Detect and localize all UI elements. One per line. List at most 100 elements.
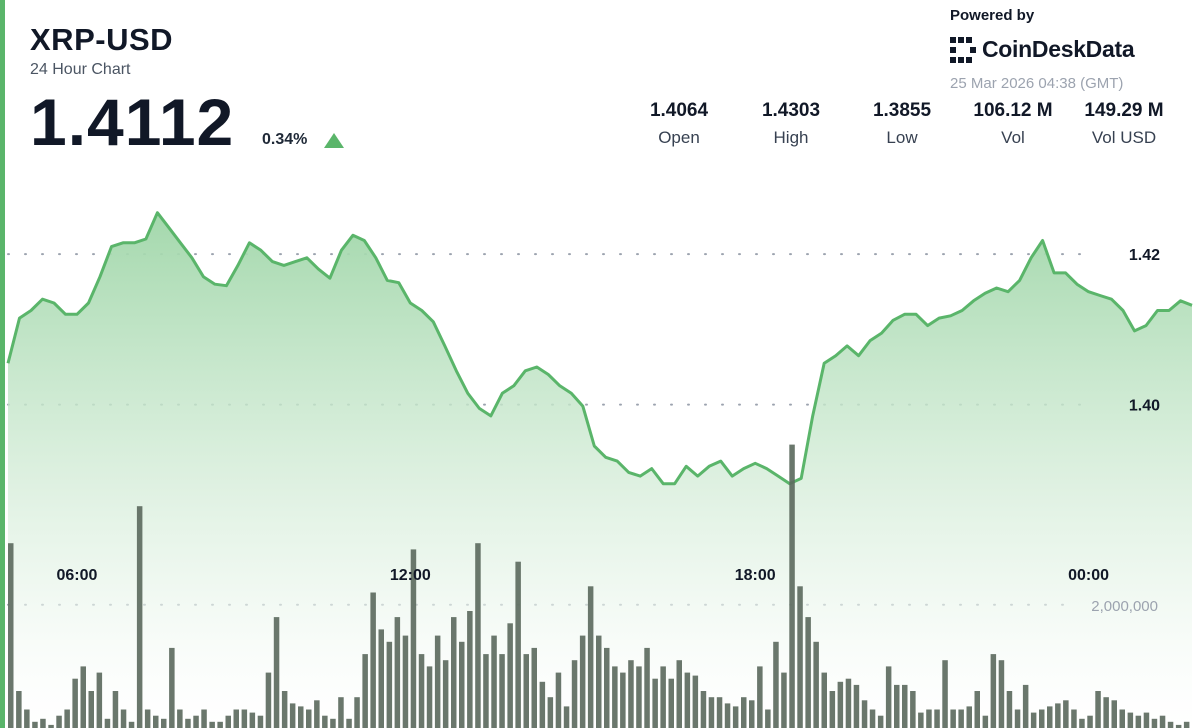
volume-bar (378, 629, 384, 728)
volume-bar (491, 635, 497, 728)
volume-bar (982, 715, 989, 728)
volume-bar (273, 617, 280, 728)
volume-bar (853, 684, 860, 728)
volume-bar (910, 691, 916, 728)
volume-bar (612, 666, 618, 728)
stat-vol-label: Vol (1001, 128, 1025, 147)
volume-bar (1071, 709, 1077, 728)
volume-bar (829, 691, 836, 728)
y-tick-label: 1.42 (1129, 247, 1160, 264)
volume-bar (354, 697, 360, 728)
stat-low-label: Low (886, 128, 918, 147)
volume-bar (185, 718, 191, 728)
stat-vol: 106.12 M Vol (958, 100, 1068, 148)
stat-vol-usd: 149.29 M Vol USD (1069, 100, 1179, 148)
volume-bar (144, 709, 151, 728)
volume-bar (781, 672, 787, 728)
volume-bar (684, 672, 691, 728)
volume-bar (797, 586, 803, 728)
volume-bar (88, 691, 94, 728)
timestamp: 25 Mar 2026 04:38 (GMT) (950, 75, 1124, 92)
volume-tick-label: 2,000,000 (1091, 598, 1158, 615)
stat-vol-value: 106.12 M (973, 100, 1053, 121)
volume-bar (241, 709, 248, 728)
volume-bar (394, 617, 401, 728)
volume-bar (104, 718, 111, 728)
volume-bar (426, 666, 433, 728)
volume-bar (821, 672, 827, 728)
volume-bar (1047, 706, 1053, 728)
volume-bar (201, 709, 207, 728)
volume-bar (193, 715, 199, 728)
volume-bar (120, 709, 127, 728)
volume-bar (918, 712, 924, 728)
brand-name: CoinDeskData (982, 36, 1135, 62)
volume-bar (402, 635, 409, 728)
up-triangle-icon (324, 133, 344, 148)
stat-open-value: 1.4064 (649, 100, 709, 121)
volume-bar (563, 706, 570, 728)
volume-bar (692, 675, 699, 728)
volume-bar (885, 666, 892, 728)
volume-bar (1055, 703, 1061, 728)
volume-bar (177, 709, 183, 728)
stat-high: 1.4303 High (736, 100, 846, 148)
volume-bar (894, 684, 900, 728)
symbol-title: XRP-USD (30, 22, 174, 57)
volume-bar (289, 703, 296, 728)
volume-bar (1030, 712, 1037, 728)
stat-vol-usd-value: 149.29 M (1084, 100, 1164, 121)
volume-bar (708, 697, 715, 728)
volume-bar (48, 724, 54, 728)
volume-bar (813, 641, 819, 728)
volume-bar (579, 635, 586, 728)
stat-low-value: 1.3855 (872, 100, 932, 121)
volume-bar (636, 666, 642, 728)
volume-bar (483, 654, 489, 728)
volume-bar (741, 697, 747, 728)
volume-bar (1039, 709, 1045, 728)
volume-bar (990, 654, 997, 728)
chart-subtitle: 24 Hour Chart (30, 61, 131, 78)
volume-bar (153, 715, 159, 728)
volume-bar (958, 709, 964, 728)
volume-bar (306, 709, 312, 728)
volume-bar (539, 681, 546, 728)
volume-bar (322, 715, 328, 728)
volume-bar (749, 700, 755, 728)
volume-bar (587, 586, 594, 728)
stat-open-label: Open (658, 128, 700, 147)
x-tick-label: 00:00 (1068, 567, 1109, 584)
volume-bar (628, 660, 634, 728)
volume-bar (362, 654, 368, 728)
volume-bar (128, 721, 135, 728)
volume-bar (869, 709, 876, 728)
volume-bar (8, 543, 14, 728)
volume-bar (225, 715, 231, 728)
x-tick-label: 12:00 (390, 567, 431, 584)
volume-bar (169, 647, 175, 728)
volume-bar (934, 709, 940, 728)
volume-bar (16, 691, 22, 728)
volume-bar (346, 718, 352, 728)
volume-bar (926, 709, 932, 728)
volume-bar (507, 623, 513, 728)
volume-bar (845, 678, 852, 728)
volume-bar (805, 617, 811, 728)
volume-bar (765, 709, 771, 728)
volume-bar (209, 721, 215, 728)
stat-vol-usd-label: Vol USD (1091, 128, 1157, 147)
volume-bar (1151, 718, 1158, 728)
volume-bar (136, 506, 143, 728)
x-tick-label: 18:00 (735, 567, 776, 584)
volume-bar (555, 672, 562, 728)
volume-bar (1159, 715, 1166, 728)
volume-bar (467, 611, 473, 728)
volume-bar (257, 715, 264, 728)
volume-bar (757, 666, 763, 728)
volume-bar (998, 660, 1005, 728)
volume-bar (64, 709, 70, 728)
volume-bar (1063, 700, 1069, 728)
volume-bar (281, 691, 288, 728)
